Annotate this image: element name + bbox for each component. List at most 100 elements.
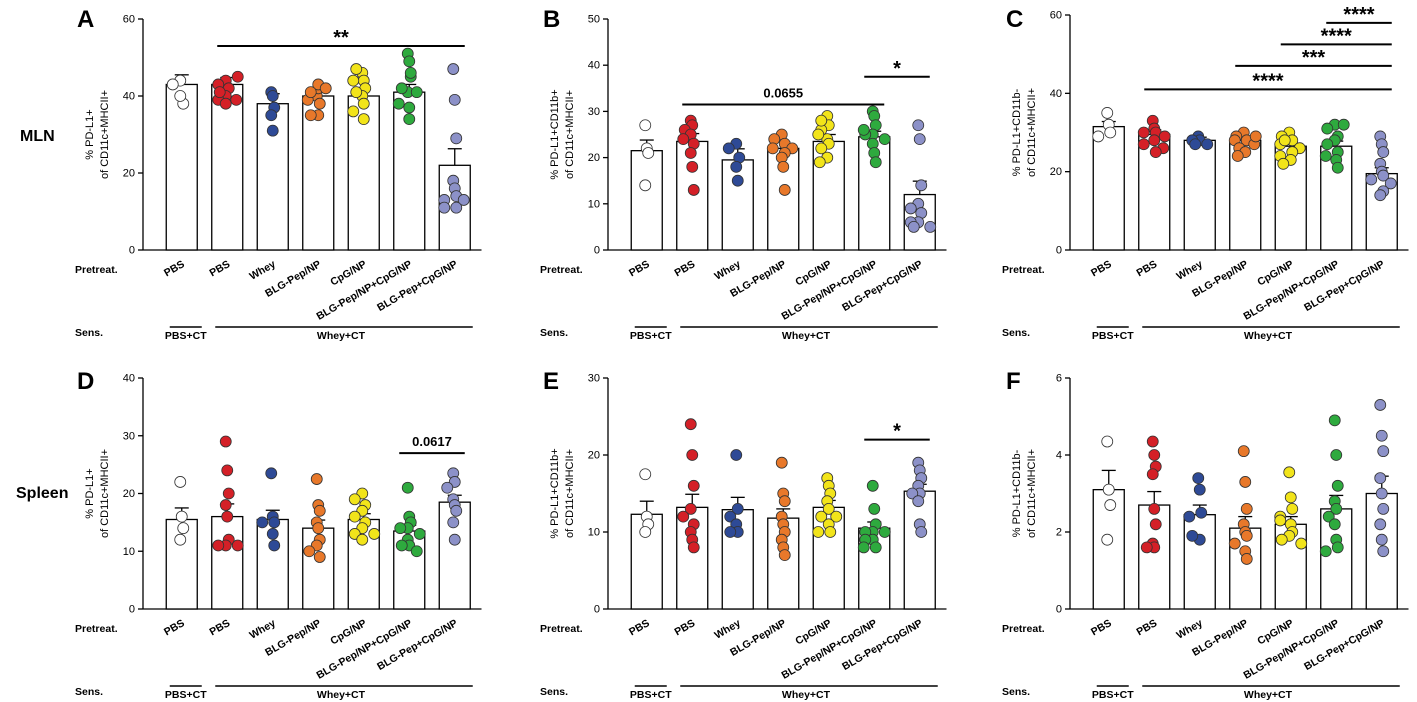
panel-letter: A: [77, 6, 94, 33]
data-point: [177, 522, 190, 535]
data-point: [357, 113, 370, 125]
data-point: [1322, 510, 1335, 523]
data-point: [1331, 541, 1344, 554]
pretreat-label: Pretreat.: [1002, 264, 1045, 276]
y-tick-label: 20: [123, 488, 135, 500]
sens-group-label: Whey+CT: [317, 330, 366, 342]
data-point: [166, 78, 179, 91]
y-tick-label: 40: [588, 60, 600, 72]
data-point: [395, 539, 408, 552]
data-point: [403, 113, 416, 125]
bar: [302, 95, 335, 251]
data-point: [1240, 529, 1253, 542]
data-point: [766, 142, 779, 155]
data-point: [1193, 483, 1206, 496]
y-axis-label: of CD11c+MHCII+: [1026, 449, 1038, 538]
data-point: [677, 510, 690, 523]
data-point: [441, 481, 454, 494]
data-point: [448, 93, 461, 106]
y-axis-label: % PD-L1+CD11b-: [1011, 88, 1023, 176]
data-point: [450, 504, 463, 517]
data-point: [313, 551, 326, 563]
data-point: [1331, 161, 1344, 174]
data-point: [1331, 479, 1344, 492]
data-point: [1330, 449, 1343, 461]
y-tick-label: 40: [123, 373, 135, 385]
data-point: [731, 174, 744, 187]
data-point: [219, 499, 232, 511]
y-tick-label: 4: [1056, 450, 1062, 462]
y-tick-label: 40: [1050, 88, 1062, 100]
panel-letter: F: [1006, 368, 1021, 395]
data-point: [1146, 435, 1159, 448]
data-point: [642, 147, 655, 159]
data-point: [724, 510, 737, 523]
y-tick-label: 40: [123, 91, 135, 103]
data-point: [356, 533, 369, 546]
data-point: [1201, 138, 1214, 151]
data-point: [815, 510, 828, 523]
data-point: [319, 82, 332, 95]
data-point: [1186, 529, 1199, 542]
x-tick-label: Whey: [712, 258, 742, 282]
data-point: [410, 545, 423, 558]
data-point: [815, 114, 828, 127]
data-point: [266, 124, 279, 137]
data-point: [1101, 533, 1114, 546]
y-axis-label: of CD11c+MHCII+: [564, 449, 576, 538]
bar: [211, 515, 244, 610]
data-point: [347, 74, 360, 87]
data-point: [1377, 146, 1390, 158]
data-point: [312, 522, 325, 535]
data-point: [1384, 177, 1397, 190]
sens-group-label: PBS+CT: [165, 689, 207, 701]
data-point: [213, 86, 226, 99]
data-point: [350, 63, 363, 75]
x-tick-label: Whey: [247, 617, 277, 641]
bar: [1092, 125, 1125, 251]
data-point: [906, 487, 919, 500]
y-axis-label: of CD11c+MHCII+: [1026, 88, 1038, 177]
data-point: [907, 220, 920, 233]
data-point: [1374, 518, 1387, 531]
data-point: [687, 184, 700, 196]
sens-label: Sens.: [540, 327, 568, 339]
data-point: [175, 510, 188, 523]
y-tick-label: 0: [1056, 604, 1062, 616]
x-tick-label: BLG-Pep+CpG/NP: [1302, 258, 1387, 314]
bar: [903, 490, 936, 610]
pretreat-label: Pretreat.: [540, 623, 583, 635]
bar: [676, 140, 709, 251]
data-point: [410, 86, 423, 99]
data-point: [812, 128, 825, 141]
data-point: [222, 487, 235, 500]
data-point: [1375, 429, 1388, 442]
significance-label: ****: [1343, 4, 1374, 26]
panel-b: B % PD-L1+CD11b+ of CD11c+MHCII+ 0 10 20 30 40 5…: [540, 6, 947, 342]
sens-group-label: Whey+CT: [317, 689, 366, 701]
data-point: [219, 435, 232, 448]
data-point: [256, 516, 269, 529]
data-point: [1377, 169, 1390, 182]
x-tick-label: PBS: [673, 258, 698, 279]
x-tick-label: Whey: [247, 258, 277, 282]
y-axis-label: % PD-L1+: [84, 109, 96, 159]
x-tick-label: PBS: [673, 617, 698, 638]
data-point: [913, 133, 926, 146]
x-tick-label: PBS: [627, 258, 652, 279]
data-point: [304, 86, 317, 99]
data-point: [221, 464, 234, 477]
x-tick-label: PBS: [208, 258, 233, 279]
data-point: [392, 97, 405, 110]
bar: [1183, 514, 1216, 610]
data-point: [1102, 483, 1115, 496]
x-tick-label: BLG-Pep+CpG/NP: [1302, 617, 1387, 673]
sens-label: Sens.: [540, 686, 568, 698]
x-tick-label: PBS: [627, 617, 652, 638]
data-point: [904, 202, 917, 215]
data-point: [219, 97, 232, 110]
data-point: [1284, 491, 1297, 504]
bar: [302, 527, 335, 610]
x-tick-label: BLG-Pep+CpG/NP: [375, 617, 460, 673]
